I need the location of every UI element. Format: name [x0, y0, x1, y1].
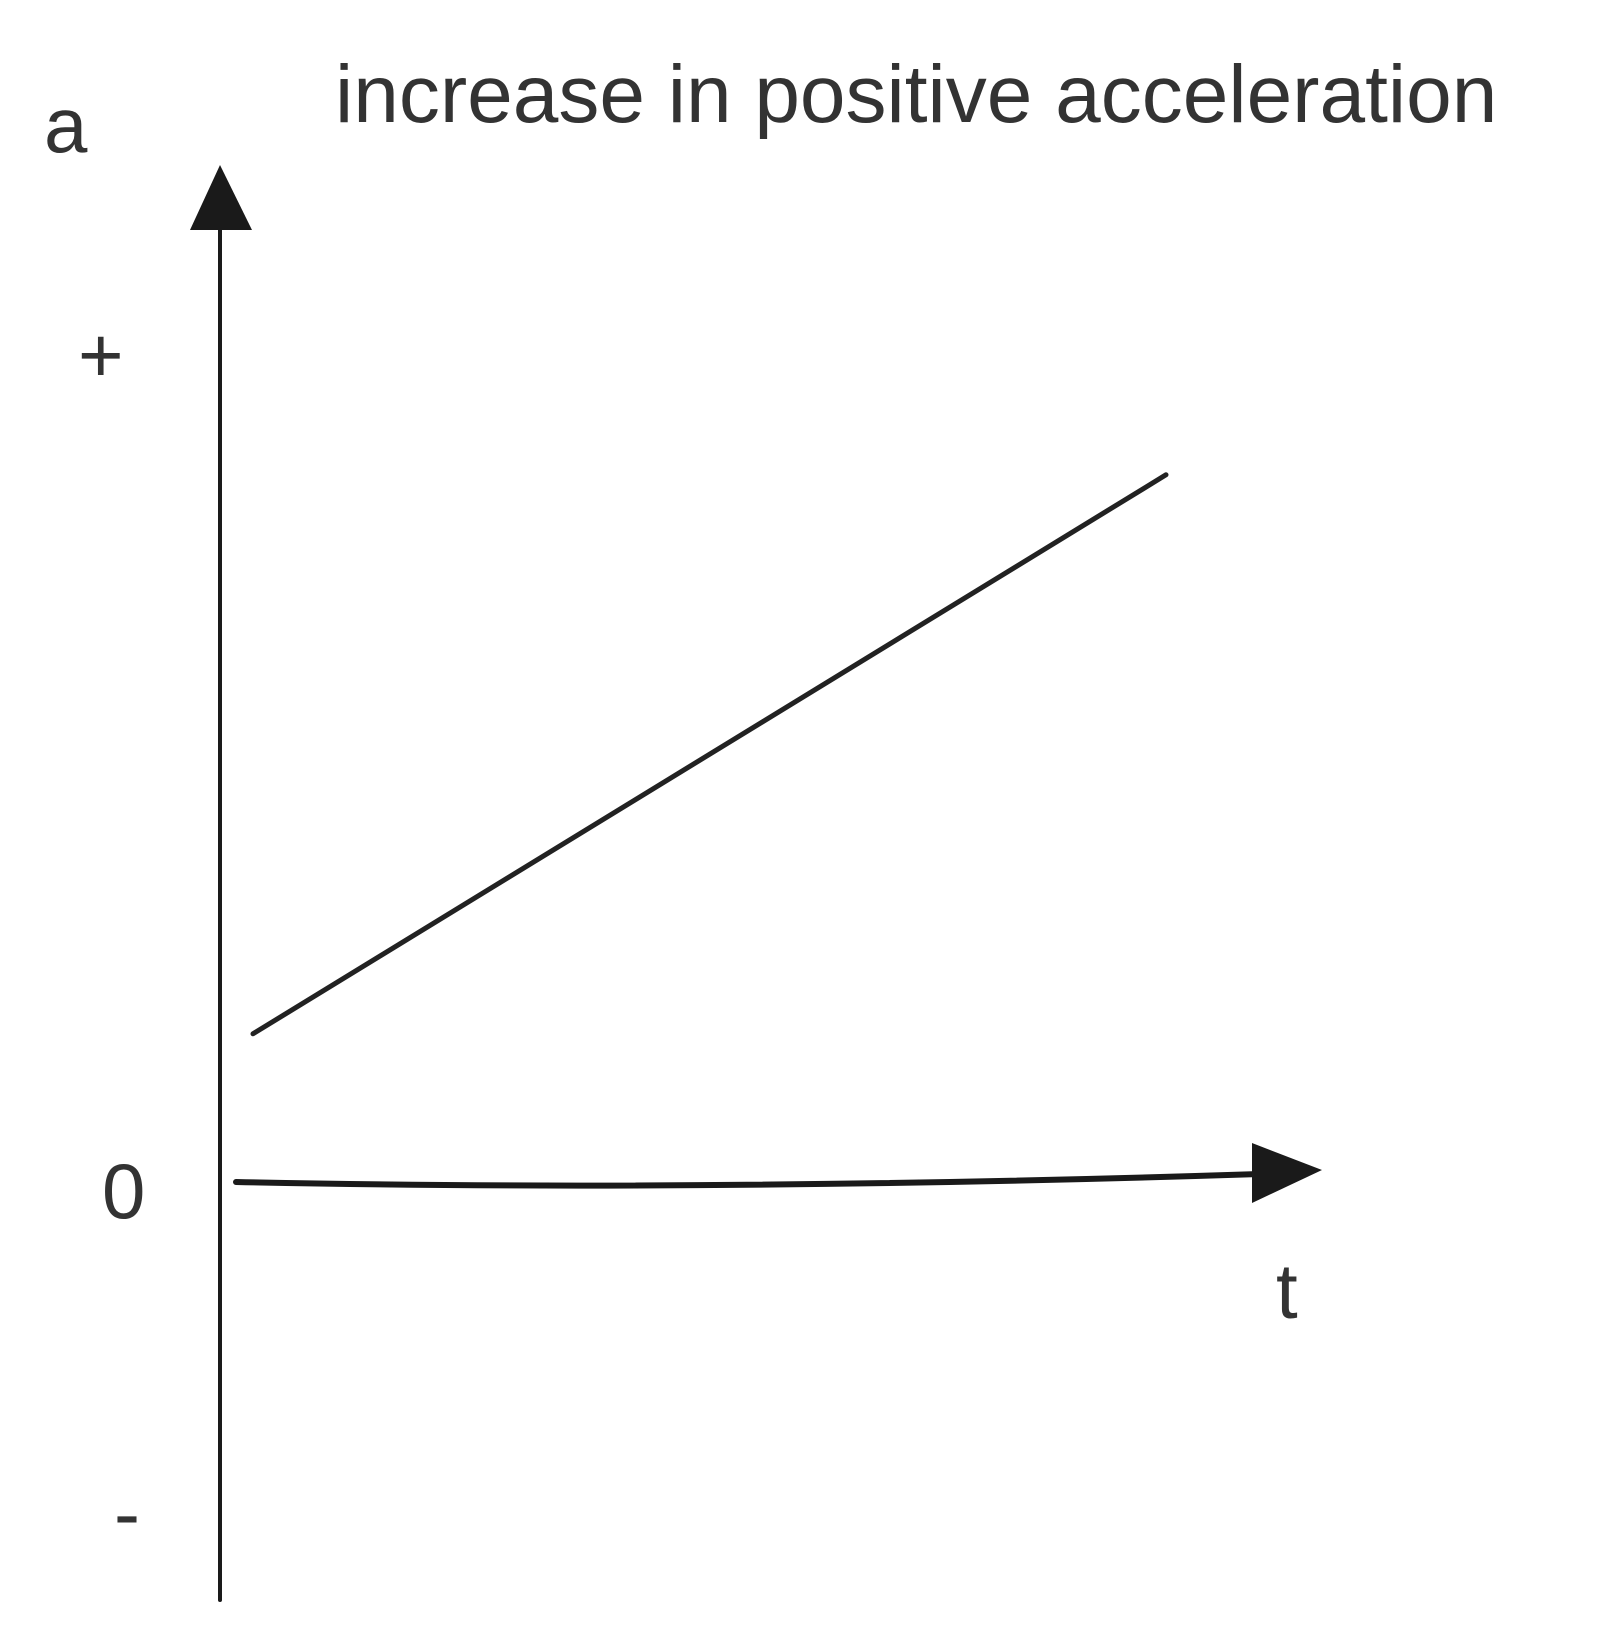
y-tick-label-positive: +	[78, 311, 124, 399]
y-tick-label-negative: -	[114, 1469, 140, 1557]
y-tick-label-zero: 0	[102, 1147, 145, 1235]
series-line-acceleration	[250, 472, 1169, 1037]
y-axis-label: a	[44, 81, 88, 169]
x-axis-line	[233, 1171, 1263, 1189]
x-axis-arrow	[1252, 1143, 1322, 1203]
y-axis-arrow	[190, 165, 252, 230]
x-axis-label: t	[1276, 1247, 1298, 1335]
chart-title: increase in positive acceleration	[335, 49, 1497, 140]
